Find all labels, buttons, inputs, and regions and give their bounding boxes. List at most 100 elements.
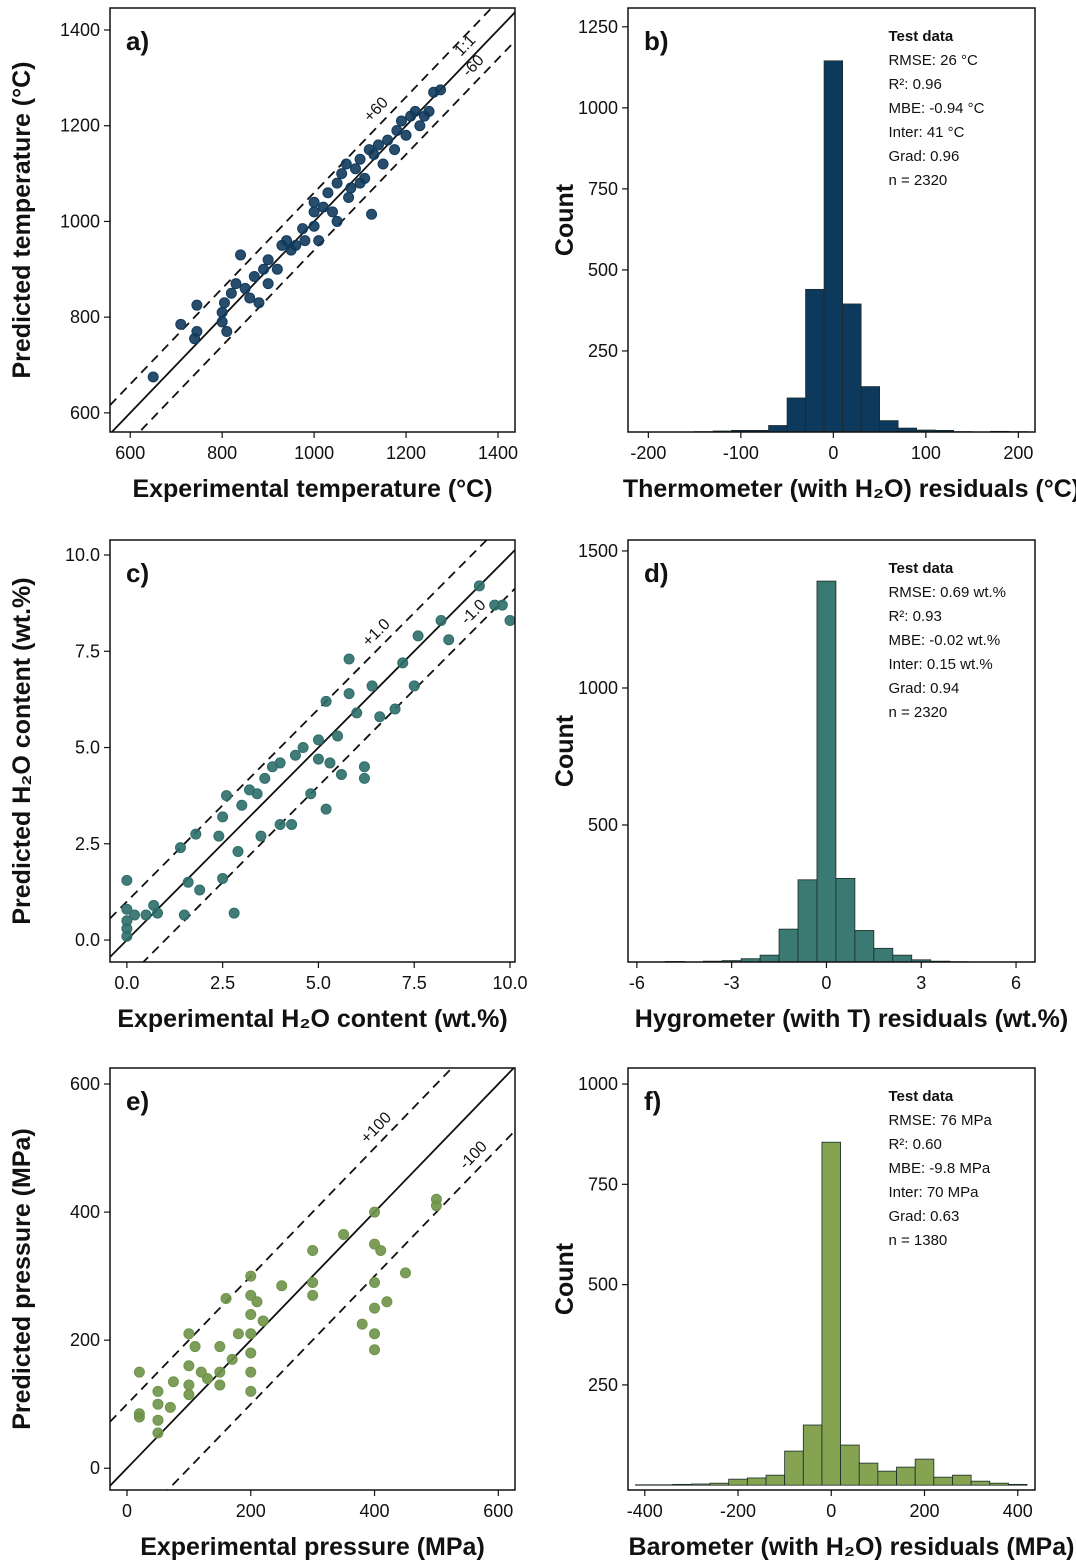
point — [322, 187, 334, 199]
bar — [842, 303, 862, 432]
point — [262, 254, 274, 266]
point — [213, 830, 225, 842]
point — [218, 297, 230, 309]
point — [201, 1373, 213, 1385]
point — [312, 753, 324, 765]
stats-line: n = 1380 — [888, 1232, 947, 1249]
stats-line: R²: 0.93 — [888, 608, 941, 625]
y-tick-label: 1500 — [578, 541, 618, 561]
point — [190, 828, 202, 840]
bar — [858, 1462, 879, 1486]
x-tick-label: 100 — [911, 443, 941, 463]
y-tick-label: 1000 — [578, 98, 618, 118]
x-tick-label: 0 — [122, 1501, 132, 1521]
bar — [840, 1444, 860, 1486]
x-tick-label: 0 — [828, 443, 838, 463]
y-tick-label: 0.0 — [75, 930, 100, 950]
point — [121, 930, 133, 942]
point — [257, 1315, 269, 1327]
point — [473, 580, 485, 592]
x-tick-label: 200 — [236, 1501, 266, 1521]
y-tick-label: 1000 — [578, 678, 618, 698]
stats-title: Test data — [888, 28, 953, 45]
point — [412, 630, 424, 642]
stats-line: MBE: -0.94 °C — [888, 100, 984, 117]
point — [191, 326, 203, 338]
point — [164, 1401, 176, 1413]
bar — [759, 954, 780, 962]
point — [349, 163, 361, 175]
point — [286, 819, 298, 831]
line-label: -1.0 — [458, 596, 490, 628]
panel-label: f) — [644, 1086, 661, 1116]
point — [232, 1328, 244, 1340]
bar — [896, 1466, 916, 1486]
bar — [821, 1141, 841, 1486]
point — [290, 239, 302, 251]
x-tick-label: 600 — [115, 443, 145, 463]
y-axis-label: Count — [551, 183, 579, 256]
point — [214, 1379, 226, 1391]
bar — [877, 1470, 897, 1486]
bar — [835, 878, 856, 962]
stats-line: RMSE: 76 MPa — [888, 1112, 992, 1129]
point — [217, 811, 229, 823]
point — [271, 263, 283, 275]
point — [259, 772, 271, 784]
stats-line: Inter: 70 MPa — [888, 1184, 979, 1201]
point — [336, 168, 348, 180]
y-tick-label: 10.0 — [65, 545, 100, 565]
axes-frame — [627, 7, 1036, 433]
point — [232, 845, 244, 857]
y-axis-label: Count — [551, 714, 579, 787]
point — [372, 139, 384, 151]
point — [183, 1379, 195, 1391]
y-axis-label: Predicted pressure (MPa) — [8, 1128, 36, 1430]
point — [381, 1296, 393, 1308]
stats-line: MBE: -0.02 wt.% — [888, 632, 1000, 649]
point — [308, 206, 320, 218]
point — [140, 909, 152, 921]
point — [244, 292, 256, 304]
y-tick-label: 1200 — [60, 116, 100, 136]
point — [152, 907, 164, 919]
point — [331, 215, 343, 227]
bar — [1008, 1483, 1028, 1486]
x-tick-label: 400 — [360, 1501, 390, 1521]
point — [133, 1366, 145, 1378]
point — [324, 757, 336, 769]
point — [354, 153, 366, 165]
bar — [768, 425, 788, 432]
point — [194, 884, 206, 896]
point — [345, 182, 357, 194]
axes-frame — [109, 7, 516, 433]
point — [343, 192, 355, 204]
y-tick-label: 1000 — [578, 1074, 618, 1094]
panel — [694, 60, 1028, 432]
point — [307, 1289, 319, 1301]
x-tick-label: 1400 — [478, 443, 518, 463]
point — [183, 1328, 195, 1340]
stats-line: Inter: 0.15 wt.% — [888, 656, 992, 673]
point — [152, 1414, 164, 1426]
y-axis-label: Predicted temperature (°C) — [8, 61, 36, 378]
identity-line — [110, 1068, 515, 1487]
axes-frame — [109, 1067, 516, 1491]
point — [251, 788, 263, 800]
point — [354, 177, 366, 189]
stats-title: Test data — [888, 1088, 953, 1105]
point — [228, 907, 240, 919]
x-tick-label: 0 — [826, 1501, 836, 1521]
point — [220, 790, 232, 802]
point — [343, 653, 355, 665]
bar — [728, 1478, 748, 1486]
stats-title: Test data — [888, 560, 953, 577]
point — [175, 842, 187, 854]
point — [389, 703, 401, 715]
point — [414, 120, 426, 132]
line-label: +100 — [358, 1109, 395, 1147]
point — [312, 734, 324, 746]
panel: +1.0 -1.0 — [110, 540, 515, 962]
bar — [805, 288, 825, 432]
